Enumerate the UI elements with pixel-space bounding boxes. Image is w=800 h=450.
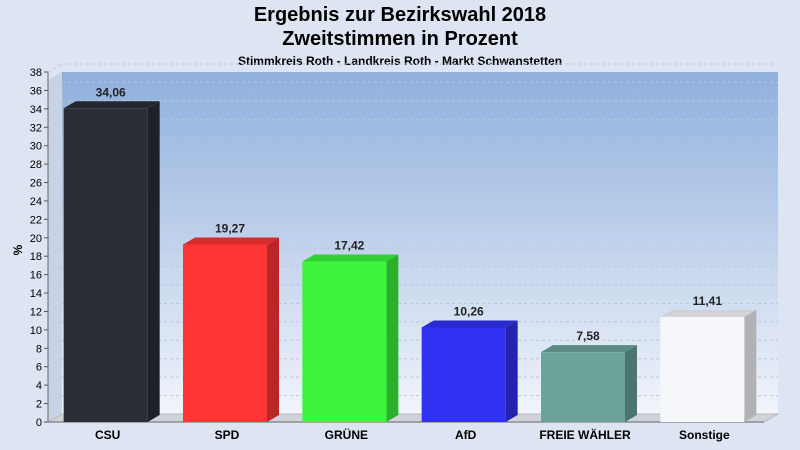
grid-line-side (47, 192, 63, 202)
grid-line-side (47, 339, 63, 349)
grid-line-side (47, 118, 63, 128)
data-label: 11,41 (693, 294, 723, 308)
bar-side (505, 320, 518, 422)
bar-sonstige (660, 316, 745, 422)
data-label: 7,58 (576, 329, 600, 343)
grid-line-side (47, 303, 63, 312)
grid-line-side (47, 395, 63, 405)
grid-line-side (47, 63, 63, 73)
bar-spd (183, 244, 267, 422)
plot-back-wall (62, 72, 778, 414)
grid-line-side (47, 81, 63, 91)
y-tick-label: 24 (30, 196, 42, 208)
grid-line-side (47, 155, 63, 165)
y-tick-label: 8 (36, 343, 42, 355)
bar-top (63, 101, 160, 109)
grid-line-side (47, 284, 63, 294)
y-tick-label: 30 (30, 141, 42, 153)
bar-top (183, 237, 279, 245)
plot-side-wall (48, 72, 62, 422)
grid-line-side (47, 376, 63, 386)
y-tick-label: 22 (30, 214, 42, 226)
bar-top (302, 254, 399, 262)
grid-line-side (47, 247, 63, 257)
y-tick-label: 38 (30, 67, 42, 79)
y-tick-label: 2 (36, 399, 42, 411)
data-label: 34,06 (96, 85, 126, 99)
bar-top (660, 309, 757, 317)
grid-line-side (47, 137, 63, 147)
bar-side (386, 254, 399, 422)
x-tick-label: GRÜNE (325, 427, 368, 442)
y-tick-label: 0 (36, 417, 42, 429)
bar-side (267, 237, 279, 422)
chart-subtitle: Zweitstimmen in Prozent (282, 28, 518, 50)
bar-side (625, 345, 637, 422)
bar-afd (421, 327, 506, 422)
y-tick-label: 32 (30, 122, 42, 134)
x-tick-label: CSU (95, 428, 120, 442)
y-axis-label: % (11, 244, 25, 255)
bar-csu (63, 108, 148, 422)
y-tick-label: 14 (30, 288, 42, 300)
grid-line-side (47, 174, 63, 183)
x-tick-label: AfD (455, 428, 477, 442)
grid-line-side (47, 210, 63, 220)
bar-gr-ne (302, 261, 387, 422)
data-label: 17,42 (334, 239, 364, 253)
y-tick-label: 26 (30, 178, 42, 190)
x-tick-label: FREIE WÄHLER (539, 427, 631, 442)
y-tick-label: 20 (30, 233, 42, 245)
bar-top (541, 345, 637, 353)
x-tick-label: Sonstige (679, 428, 730, 442)
chart-title: Ergebnis zur Bezirkswahl 2018 (253, 4, 547, 26)
data-label: 19,27 (215, 222, 245, 236)
data-label: 10,26 (454, 305, 484, 319)
y-tick-label: 10 (30, 325, 42, 337)
grid-line-side (47, 358, 63, 368)
y-tick-label: 36 (30, 85, 42, 97)
y-tick-label: 28 (30, 159, 42, 171)
y-tick-label: 34 (30, 104, 42, 116)
grid-line-side (47, 100, 63, 110)
y-tick-label: 18 (30, 251, 42, 263)
bar-freie-w-hler (541, 352, 625, 422)
bar-side (744, 309, 757, 422)
y-tick-label: 6 (36, 362, 42, 374)
y-tick-label: 4 (36, 380, 42, 392)
bar-top (421, 320, 518, 328)
y-tick-label: 16 (30, 270, 42, 282)
grid-line-side (47, 266, 63, 276)
x-tick-label: SPD (215, 428, 240, 442)
grid-line-side (47, 229, 63, 239)
grid-line-side (47, 321, 63, 331)
y-tick-label: 12 (30, 306, 42, 318)
chart-region-subtitle: Stimmkreis Roth - Landkreis Roth - Markt… (237, 54, 563, 68)
bar-side (147, 101, 160, 422)
